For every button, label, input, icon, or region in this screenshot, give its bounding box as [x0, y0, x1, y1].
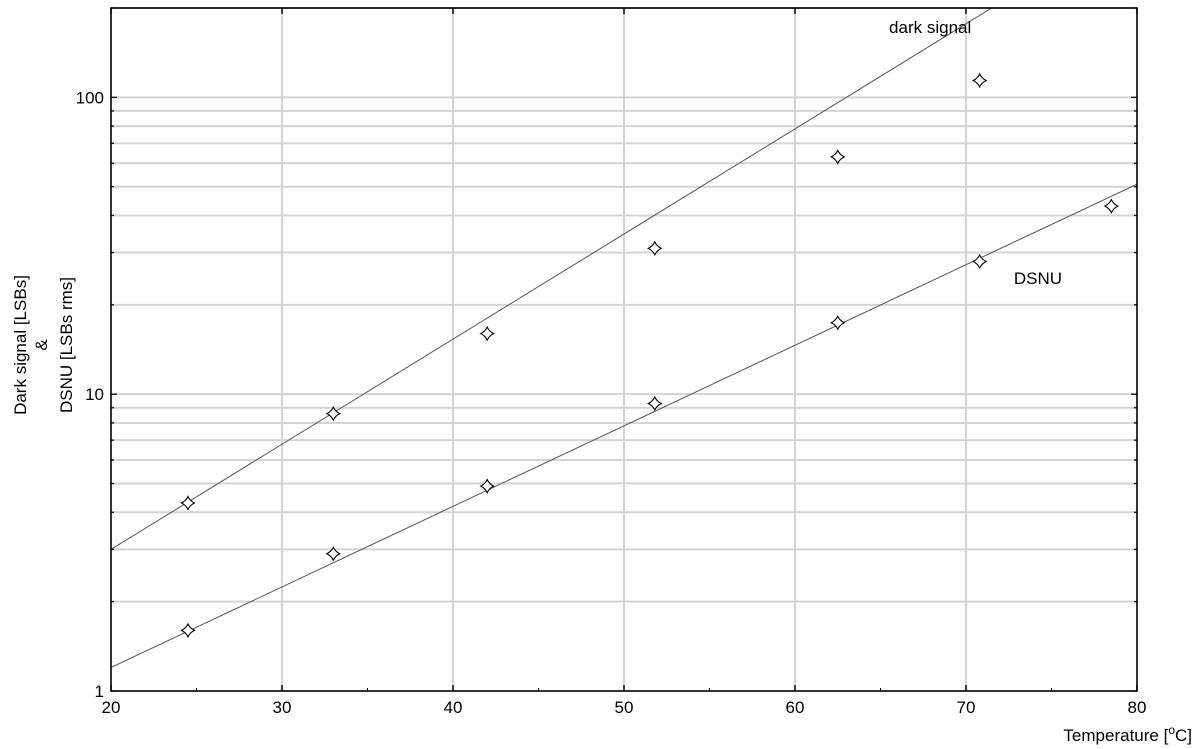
- x-tick-label: 40: [444, 698, 463, 717]
- tick-labels: 20 30 40 50 60 70 80 1 10 100: [76, 88, 1147, 717]
- data-point-dark-signal: [180, 495, 196, 511]
- data-point-dsnu: [325, 545, 342, 562]
- fit-line-dsnu: [111, 183, 1137, 668]
- y-axis-title: Dark signal [LSBs]: [11, 275, 30, 415]
- data-point-dark-signal: [829, 149, 846, 165]
- data-point-dsnu: [479, 478, 495, 494]
- x-tick-label: 70: [957, 698, 976, 717]
- y-axis-title-amp: &: [32, 339, 51, 351]
- y-tick-label: 10: [85, 385, 104, 404]
- x-tick-label: 80: [1128, 698, 1147, 717]
- x-axis-title-prefix: Temperature [: [1063, 726, 1168, 745]
- y-tick-label: 1: [95, 682, 104, 701]
- axis-ticks: [110, 7, 1138, 692]
- fit-lines: [111, 8, 1137, 668]
- data-point-dsnu: [829, 314, 846, 331]
- data-point-dsnu: [646, 395, 663, 412]
- x-tick-label: 50: [615, 698, 634, 717]
- x-tick-label: 30: [273, 698, 292, 717]
- y-tick-label: 100: [76, 88, 104, 107]
- x-axis-title: Temperature [oC]: [1063, 723, 1192, 745]
- data-point-dark-signal: [479, 325, 495, 342]
- x-tick-label: 20: [102, 698, 121, 717]
- y-axis-title-dsnu: DSNU [LSBs rms]: [57, 277, 76, 413]
- data-point-dsnu: [971, 253, 988, 270]
- data-point-dark-signal: [325, 405, 342, 422]
- y-axis-title-line1: Dark signal [LSBs]: [11, 275, 30, 415]
- x-tick-label: 60: [786, 698, 805, 717]
- data-point-dark-signal: [971, 72, 988, 89]
- fit-line-dark-signal: [111, 8, 992, 550]
- annotation-dark-signal: dark signal: [889, 18, 971, 37]
- grid: [111, 7, 1137, 691]
- y-axis-title-line2: &: [32, 339, 51, 351]
- data-point-dsnu: [1103, 198, 1120, 214]
- data-point-dark-signal: [646, 240, 663, 257]
- data-point-dsnu: [180, 622, 196, 639]
- annotation-dsnu: DSNU: [1014, 269, 1062, 288]
- x-axis-title-suffix: C]: [1175, 726, 1192, 745]
- x-axis-title-superscript: o: [1168, 723, 1175, 737]
- y-axis-title-line3: DSNU [LSBs rms]: [57, 277, 76, 413]
- data-markers: [180, 72, 1120, 639]
